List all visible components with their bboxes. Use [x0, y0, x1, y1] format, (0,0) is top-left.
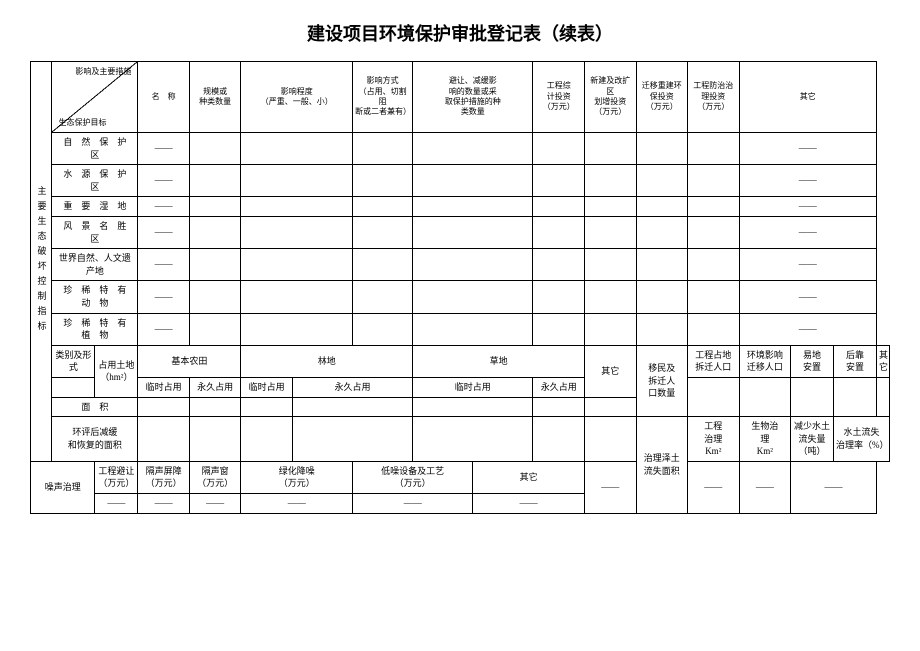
table-row: 重 要 湿 地 ———— [31, 197, 890, 217]
head-name: 名 称 [138, 62, 190, 133]
head-other: 其它 [739, 62, 876, 133]
head-degree: 影响程度（严重、一般、小） [241, 62, 353, 133]
table-row: 珍 稀 特 有 动 物 ———— [31, 281, 890, 313]
table-row: 水 源 保 护 区 ———— [31, 165, 890, 197]
table-row: 珍 稀 特 有 植 物 ———— [31, 313, 890, 345]
head-scale: 规模或种类数量 [189, 62, 241, 133]
head-fix: 迁移重建环保投资（万元） [636, 62, 688, 133]
table-row: 风 景 名 胜 区 ———— [31, 216, 890, 248]
head-invest: 工程综计投资（万元） [533, 62, 585, 133]
page-title: 建设项目环境保护审批登记表（续表） [30, 20, 890, 46]
table-row: 世界自然、人文遗产地 ———— [31, 249, 890, 281]
main-table: 主要生态破坏控制指标 影响及主要措施 生态保护目标 名 称 规模或种类数量 影响… [30, 61, 890, 514]
head-restore: 工程防治治理投资（万元） [688, 62, 740, 133]
head-avoid: 避让、减缓影响的数量或采取保护措施的种类数量 [413, 62, 533, 133]
land-sub: 临时占用永久占用 临时占用永久占用 临时占用永久占用 [31, 377, 890, 397]
land-header: 类别及形式 占用土地（hm²） 基本农田 林地 草地 其它 移民及拆迁人口数量 … [31, 345, 890, 377]
diag-cell: 影响及主要措施 生态保护目标 [52, 62, 138, 133]
head-mode: 影响方式（占用、切割阻断或二者兼有） [353, 62, 413, 133]
side-label: 主要生态破坏控制指标 [31, 62, 52, 462]
table-row: 自 然 保 护 区 ———— [31, 133, 890, 165]
head-new: 新建及改扩区划增投资（万元） [584, 62, 636, 133]
noise-header: 噪声治理 工程避让（万元） 隔声屏障（万元） 隔声窗（万元） 绿化降噪（万元） … [31, 461, 890, 493]
